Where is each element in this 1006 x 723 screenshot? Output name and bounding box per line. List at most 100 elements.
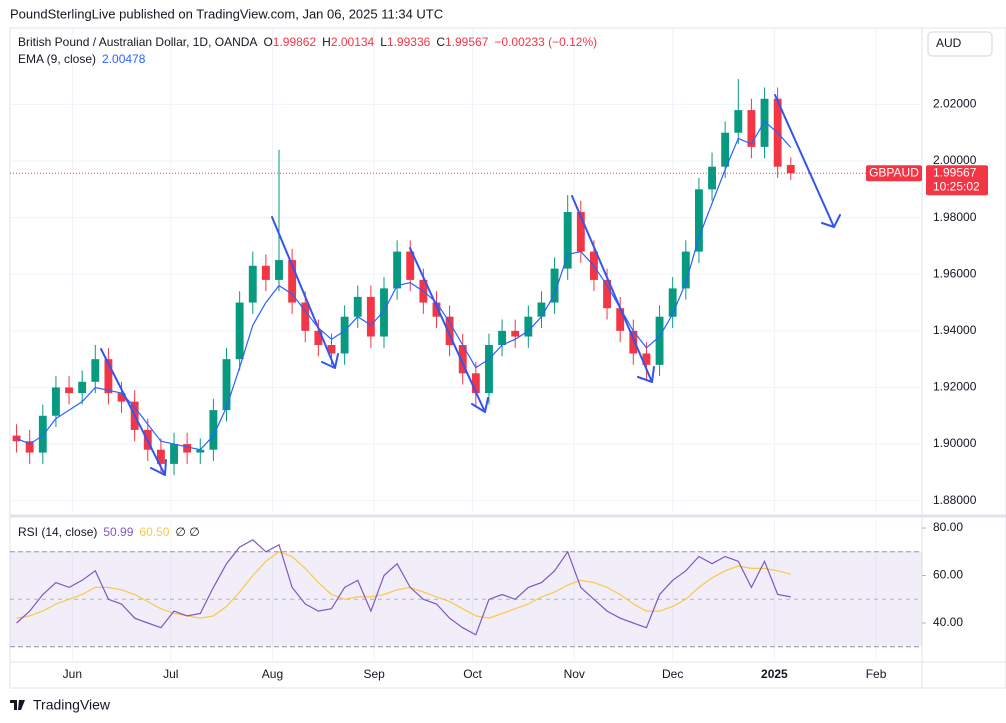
trend-arrow (409, 247, 489, 413)
candle-body (261, 265, 270, 280)
candle-body (406, 251, 415, 280)
candle-body (760, 98, 769, 147)
candle-body (275, 260, 283, 280)
y-tick-label: 1.88000 (933, 493, 977, 507)
candle-body (747, 110, 756, 147)
y-tick-label: 1.90000 (933, 436, 977, 450)
candle-body (366, 296, 375, 337)
rsi-ma-line (16, 551, 791, 619)
frame (9, 27, 1006, 689)
price-label: 1.99567 (933, 165, 977, 179)
x-tick-label: Jul (163, 667, 178, 681)
candle-body (458, 345, 467, 374)
candle-body (642, 353, 651, 365)
x-tick-label: Oct (463, 667, 482, 681)
footer: TradingView (33, 697, 111, 713)
y-tick-label: 1.92000 (933, 380, 977, 394)
candle-body (550, 268, 559, 303)
candle-body (25, 441, 34, 453)
candle-body (91, 359, 100, 382)
candle-body (471, 373, 480, 394)
y-tick-label: 1.94000 (933, 323, 977, 337)
candle-body (524, 316, 533, 337)
legend-item: 2.00478 (102, 52, 146, 66)
legend-item: RSI (14, close) (18, 525, 97, 539)
legend-item: 1.99862 (273, 35, 317, 49)
candle-body (38, 415, 47, 453)
price-label-bg (926, 165, 988, 196)
x-tick-label: Feb (866, 667, 887, 681)
legend-item: 2.00134 (331, 35, 375, 49)
candle-body (156, 449, 165, 464)
x-tick-label: Aug (262, 667, 283, 681)
candle-body (196, 449, 205, 453)
candle-body (563, 211, 572, 269)
legend: EMA (9, close) 2.00478 (18, 52, 146, 66)
rsi-tick-label: 40.00 (933, 615, 963, 629)
trend-arrow (100, 348, 167, 476)
candle-body (12, 435, 21, 442)
candle-body (222, 359, 231, 411)
x-tick-label: Sep (363, 667, 385, 681)
x-tick-label: Jun (63, 667, 82, 681)
candle-body (301, 302, 310, 331)
candle-body (327, 345, 336, 354)
plot: Jun Jul Aug Sep Oct Nov Dec 2025 Feb 1.88000 1.900… (10, 28, 988, 681)
candle-body (485, 345, 493, 394)
legend-item: 1.99336 (387, 35, 431, 49)
candle-body (183, 444, 192, 453)
legend-item: C (436, 35, 445, 49)
countdown: 10:25:02 (933, 179, 980, 193)
x-tick-label: Nov (564, 667, 585, 681)
drawings (100, 94, 841, 476)
x-tick-label: 2025 (761, 667, 788, 681)
legend-item: 60.50 (139, 525, 169, 539)
candle-body (65, 387, 73, 394)
x-tick-label: Dec (662, 667, 683, 681)
symbol-label-bg (866, 165, 922, 182)
candle-body (248, 265, 257, 303)
publisher: PoundSterlingLive published on TradingVi… (10, 6, 443, 21)
legend: RSI (14, close) 50.99 60.50 ∅ ∅ (18, 525, 200, 539)
candle-body (117, 393, 126, 402)
currency: AUD (936, 36, 962, 50)
candle-body (393, 251, 402, 289)
candle-body (694, 189, 703, 252)
candle-body (734, 110, 743, 133)
candle-body (78, 381, 87, 394)
candle-body (51, 387, 60, 416)
y-tick-label: 2.00000 (933, 153, 977, 167)
currency-button[interactable] (927, 31, 993, 57)
candle-body (340, 316, 349, 354)
legend-item: −0.00233 (−0.12%) (494, 35, 597, 49)
candle-body (655, 316, 664, 365)
candle-body (209, 410, 218, 450)
y-tick-label: 1.98000 (933, 210, 977, 224)
legend-item: L (380, 35, 387, 49)
rsi-tick-label: 60.00 (933, 568, 963, 582)
logo-mark (10, 700, 25, 710)
candle-body (629, 330, 638, 354)
legend-item: EMA (9, close) (18, 52, 96, 66)
candle-body (603, 279, 612, 309)
candle-body (721, 132, 730, 167)
candle-body (432, 302, 441, 317)
candle-body (235, 302, 244, 360)
candle-body (708, 166, 716, 190)
candle-body (353, 296, 362, 317)
legend-item: 50.99 (103, 525, 133, 539)
rsi-tick-label: 80.00 (933, 520, 963, 534)
trend-arrow (774, 94, 841, 228)
candle-body (288, 260, 297, 303)
legend-item: ∅ ∅ (175, 525, 199, 539)
candle-body (537, 302, 546, 317)
legend-item: 1.99567 (445, 35, 489, 49)
candle-body (314, 330, 323, 346)
candle-body (445, 316, 454, 346)
legend: British Pound / Australian Dollar, 1D, O… (18, 35, 597, 49)
ema-line (16, 120, 792, 451)
candle-body (170, 444, 178, 464)
symbol-label: GBPAUD (869, 165, 919, 179)
